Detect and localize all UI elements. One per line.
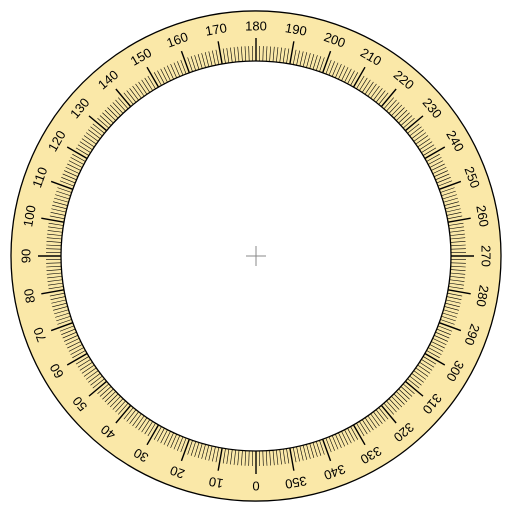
degree-label: 180 [245, 18, 267, 33]
degree-label: 90 [18, 249, 33, 263]
degree-label: 0 [252, 479, 259, 494]
degree-label: 10 [208, 474, 225, 491]
degree-label: 80 [21, 288, 38, 305]
degree-label: 270 [479, 245, 494, 267]
protractor-dial: 0102030405060708090100110120130140150160… [0, 0, 512, 512]
